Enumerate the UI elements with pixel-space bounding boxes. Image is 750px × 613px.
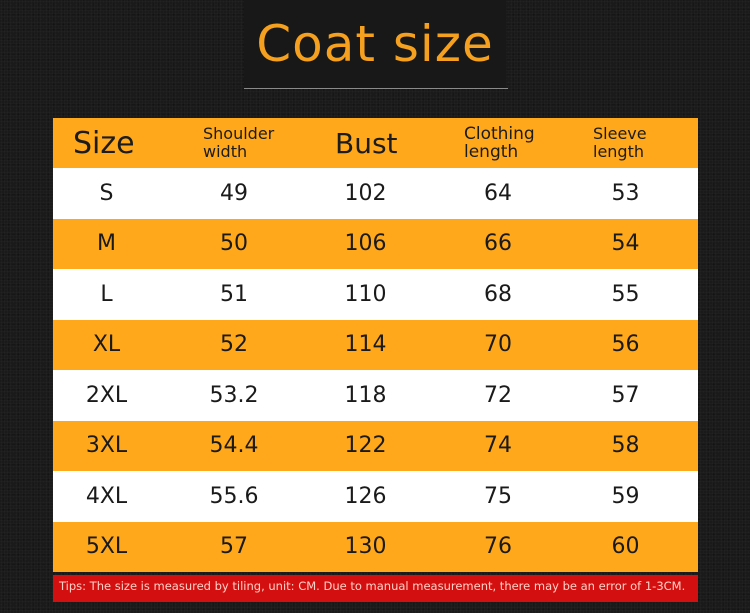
title-divider [244,88,508,89]
size-cell: 4XL [85,483,128,509]
table-header-row: Size Shoulder width Bust Clothing length… [53,118,698,168]
bust-cell: 102 [344,180,387,206]
shoulder-width-cell: 49 [220,180,248,206]
clothing-length-cell: 64 [484,180,512,206]
shoulder-width-cell: 54.4 [209,433,259,459]
sleeve-length-cell: 59 [611,483,640,509]
clothing-length-cell: 75 [484,483,512,509]
sleeve-length-cell: 56 [611,332,640,358]
shoulder-width-cell: 53.2 [209,382,259,408]
table-row: M 50 106 66 54 [53,218,698,269]
clothing-length-cell: 76 [484,534,512,560]
shoulder-width-cell: 57 [220,534,248,560]
table-row: 2XL 53.2 118 72 57 [53,370,698,421]
size-cell: 2XL [85,382,128,408]
sleeve-length-cell: 57 [611,382,640,408]
clothing-length-cell: 68 [484,281,512,307]
table-row: L 51 110 68 55 [53,269,698,320]
header-shoulder-width: Shoulder width [203,124,275,161]
bust-cell: 126 [344,483,387,509]
header-sleeve-length: Sleeve length [593,124,647,161]
page-title: Coat size [256,15,494,73]
bust-cell: 114 [344,332,387,358]
table-row: S 49 102 64 53 [53,168,698,219]
size-cell: S [99,180,114,206]
table-row: 5XL 57 130 76 60 [53,521,698,572]
sleeve-length-cell: 58 [611,433,640,459]
shoulder-width-cell: 51 [220,281,248,307]
clothing-length-cell: 66 [484,231,512,257]
size-table: Size Shoulder width Bust Clothing length… [53,118,698,572]
sleeve-length-cell: 55 [611,281,640,307]
shoulder-width-cell: 52 [220,332,248,358]
table-row: 3XL 54.4 122 74 58 [53,420,698,471]
shoulder-width-cell: 55.6 [209,483,259,509]
table-body: S 49 102 64 53 M 50 106 66 54 L 51 110 68 55 XL 52 114 70 5… [53,168,698,572]
header-bust: Bust [335,126,398,160]
table-row: XL 52 114 70 56 [53,319,698,370]
header-clothing-length: Clothing length [464,124,535,162]
clothing-length-cell: 72 [484,382,512,408]
header-size: Size [73,125,135,161]
clothing-length-cell: 74 [484,433,512,459]
sleeve-length-cell: 53 [611,180,640,206]
bust-cell: 110 [344,281,387,307]
size-cell: 5XL [85,534,128,560]
clothing-length-cell: 70 [484,332,512,358]
shoulder-width-cell: 50 [220,231,248,257]
bust-cell: 106 [344,231,387,257]
sleeve-length-cell: 60 [611,534,640,560]
table-row: 4XL 55.6 126 75 59 [53,471,698,522]
bust-cell: 122 [344,433,387,459]
bust-cell: 130 [344,534,387,560]
bust-cell: 118 [344,382,387,408]
size-cell: XL [92,332,121,358]
title-panel: Coat size [244,0,506,88]
size-cell: M [97,231,116,257]
tips-banner: Tips: The size is measured by tiling, un… [53,575,698,602]
size-cell: 3XL [85,433,128,459]
size-cell: L [100,281,113,307]
sleeve-length-cell: 54 [611,231,640,257]
